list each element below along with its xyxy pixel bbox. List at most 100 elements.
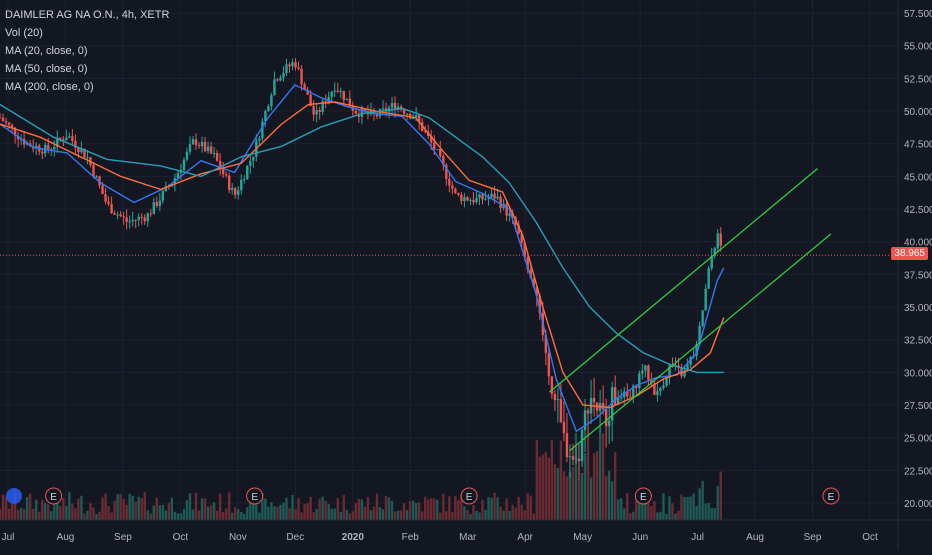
candle-body bbox=[442, 155, 445, 165]
dividend-icon[interactable] bbox=[6, 488, 22, 504]
volume-bar bbox=[203, 498, 207, 520]
candle-body bbox=[571, 456, 575, 460]
volume-bar bbox=[31, 508, 35, 520]
volume-bar bbox=[218, 493, 222, 520]
volume-bar bbox=[623, 508, 626, 520]
volume-bar bbox=[656, 512, 659, 520]
volume-bar bbox=[520, 504, 523, 520]
candle-body bbox=[300, 68, 303, 85]
volume-bar bbox=[234, 507, 237, 520]
candle-body bbox=[330, 91, 333, 97]
candle-body bbox=[638, 373, 641, 389]
volume-bar bbox=[7, 508, 11, 520]
candle-body bbox=[237, 190, 240, 195]
candle-body bbox=[65, 137, 68, 141]
candle-body bbox=[107, 201, 110, 204]
volume-bar bbox=[270, 502, 273, 520]
volume-bar bbox=[478, 512, 481, 520]
candle-body bbox=[188, 144, 192, 152]
legend-vol[interactable]: Vol (20) bbox=[5, 27, 43, 39]
volume-bar bbox=[607, 470, 611, 520]
candle-body bbox=[613, 387, 617, 405]
earnings-marker-icon[interactable] bbox=[634, 487, 652, 505]
candle-body bbox=[472, 199, 475, 203]
volume-bar bbox=[273, 506, 276, 520]
volume-bar bbox=[487, 497, 490, 520]
candle-body bbox=[101, 185, 104, 195]
candle-body bbox=[80, 148, 83, 153]
x-tick-label: Sep bbox=[804, 532, 822, 543]
volume-bars bbox=[0, 430, 722, 520]
candle-body bbox=[249, 160, 252, 166]
volume-bar bbox=[146, 510, 149, 520]
channel-upper-line[interactable] bbox=[549, 168, 818, 393]
volume-bar bbox=[95, 513, 98, 520]
candle-body bbox=[200, 141, 204, 147]
volume-bar bbox=[179, 513, 183, 520]
candle-body bbox=[451, 185, 454, 189]
volume-bar bbox=[354, 503, 358, 520]
candle-body bbox=[182, 159, 186, 170]
y-tick-label: 47.500 bbox=[904, 140, 932, 151]
candle-body bbox=[656, 391, 659, 395]
candle-body bbox=[1, 117, 5, 122]
earnings-marker-icon[interactable] bbox=[460, 487, 478, 505]
candle-body bbox=[321, 101, 324, 113]
legend-ma200[interactable]: MA (200, close, 0) bbox=[5, 81, 94, 93]
candle-body bbox=[215, 153, 219, 161]
volume-bar bbox=[674, 513, 677, 520]
volume-bar bbox=[194, 492, 198, 520]
candle-body bbox=[535, 286, 538, 296]
volume-bar bbox=[327, 504, 330, 520]
x-tick-label: Jul bbox=[691, 532, 704, 543]
volume-bar bbox=[662, 493, 665, 520]
candle-body bbox=[617, 397, 620, 405]
volume-bar bbox=[553, 464, 557, 520]
volume-bar bbox=[13, 492, 17, 520]
candle-body bbox=[92, 164, 95, 177]
candle-body bbox=[556, 399, 560, 401]
candle-body bbox=[411, 117, 415, 119]
candle-body bbox=[577, 458, 581, 462]
volume-bar bbox=[89, 503, 92, 520]
volume-bar bbox=[209, 505, 213, 520]
trend-channel[interactable] bbox=[549, 168, 832, 452]
candle-body bbox=[562, 421, 566, 434]
candle-body bbox=[559, 399, 563, 422]
volume-bar bbox=[695, 505, 698, 520]
volume-bar bbox=[264, 498, 267, 520]
volume-bar bbox=[369, 510, 373, 520]
legend-ma20[interactable]: MA (20, close, 0) bbox=[5, 45, 88, 57]
earnings-marker-icon[interactable] bbox=[822, 487, 840, 505]
volume-bar bbox=[134, 501, 137, 520]
volume-bar bbox=[424, 496, 427, 520]
volume-bar bbox=[38, 512, 41, 520]
legend-ma50[interactable]: MA (50, close, 0) bbox=[5, 63, 88, 75]
candle-body bbox=[315, 109, 318, 115]
volume-bar bbox=[559, 440, 563, 520]
channel-lower-line[interactable] bbox=[569, 233, 832, 452]
candle-body bbox=[203, 141, 207, 152]
volume-bar bbox=[650, 505, 653, 520]
candle-body bbox=[116, 214, 119, 216]
legend-symbol[interactable]: DAIMLER AG NA O.N., 4h, XETR bbox=[5, 9, 170, 21]
candle-body bbox=[119, 214, 122, 217]
x-tick-label: Dec bbox=[286, 532, 304, 543]
volume-bar bbox=[176, 513, 180, 520]
candle-body bbox=[176, 172, 180, 179]
candle-body bbox=[713, 248, 716, 256]
earnings-marker-icon[interactable] bbox=[45, 487, 63, 505]
volume-bar bbox=[360, 499, 364, 520]
volume-bar bbox=[34, 499, 38, 520]
volume-bar bbox=[620, 498, 623, 520]
candle-body bbox=[134, 219, 137, 221]
volume-bar bbox=[212, 502, 216, 520]
candle-body bbox=[113, 213, 116, 215]
candle-body bbox=[526, 257, 529, 270]
candle-body bbox=[264, 110, 267, 122]
candle-body bbox=[565, 433, 569, 457]
volume-bar bbox=[149, 513, 152, 520]
earnings-marker-icon[interactable] bbox=[246, 487, 264, 505]
